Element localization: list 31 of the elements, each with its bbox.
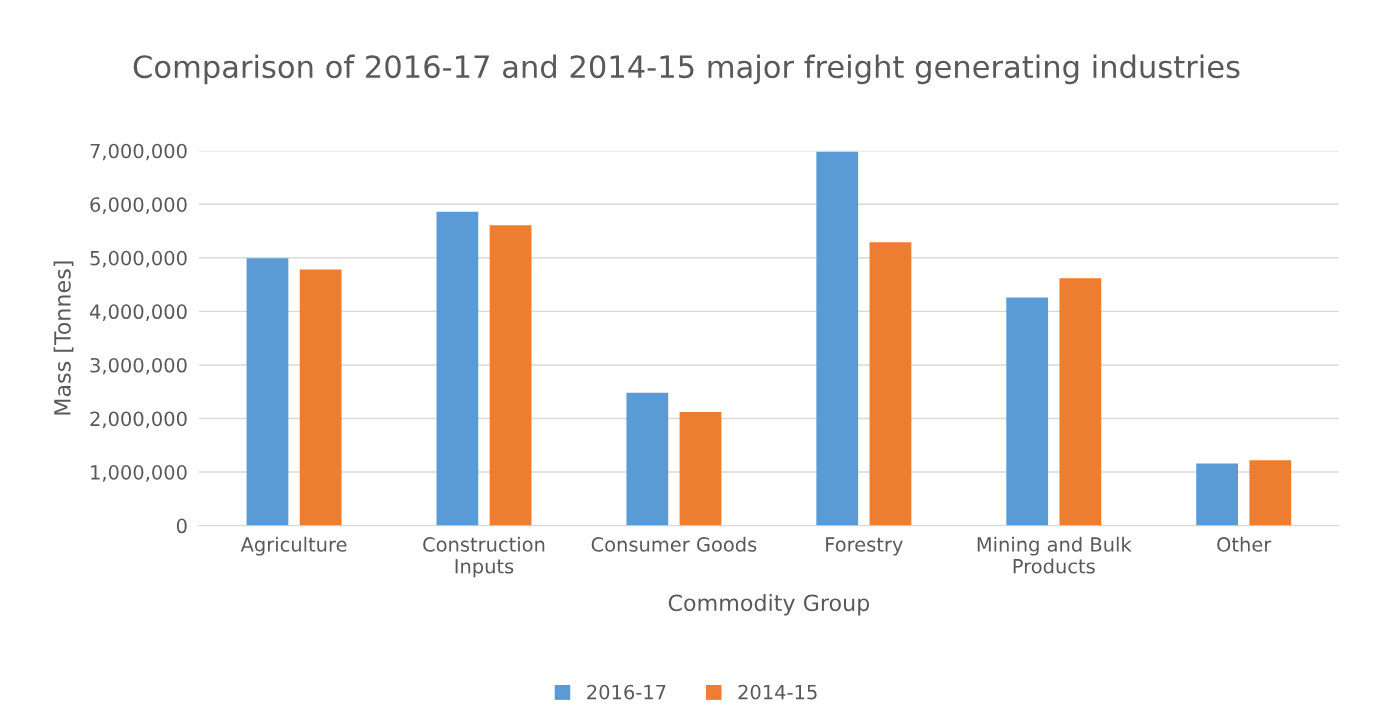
y-tick-label: 5,000,000: [90, 250, 187, 268]
y-tick-label: 3,000,000: [90, 357, 187, 375]
y-tick-label: 7,000,000: [90, 143, 187, 161]
bar: [489, 225, 532, 526]
bar: [299, 269, 342, 526]
y-tick-label: 2,000,000: [90, 411, 187, 429]
legend-label: 2014-15: [738, 684, 817, 700]
y-tick-label: 4,000,000: [89, 304, 187, 322]
x-tick-label: Other: [1217, 536, 1272, 552]
y-tick-label: 1,000,000: [91, 465, 187, 482]
legend-label: 2016-17: [587, 684, 666, 700]
y-tick-label: 6,000,000: [90, 197, 187, 214]
x-tick-label: Construction Inputs: [423, 536, 545, 578]
bar: [436, 211, 479, 526]
x-tick-label: Forestry: [826, 537, 903, 556]
bar: [679, 412, 722, 526]
bar: [1196, 463, 1239, 526]
x-tick-label: Consumer Goods: [591, 536, 757, 552]
chart-title: Comparison of 2016-17 and 2014-15 major freight generating industries: [133, 54, 1240, 85]
bar: [626, 392, 669, 526]
bar: [1006, 297, 1049, 526]
x-tick-label: Agriculture: [240, 536, 347, 556]
bar: [1059, 278, 1102, 526]
bar: [816, 151, 859, 526]
y-axis-title: Mass [Tonnes]: [53, 261, 74, 415]
x-tick-label: Mining and Bulk Products: [977, 536, 1132, 574]
bar: [246, 258, 289, 526]
bar: [869, 242, 912, 526]
bar: [1249, 460, 1292, 526]
y-tick-label: 0: [176, 518, 187, 534]
x-axis-title: Commodity Group: [668, 593, 870, 616]
